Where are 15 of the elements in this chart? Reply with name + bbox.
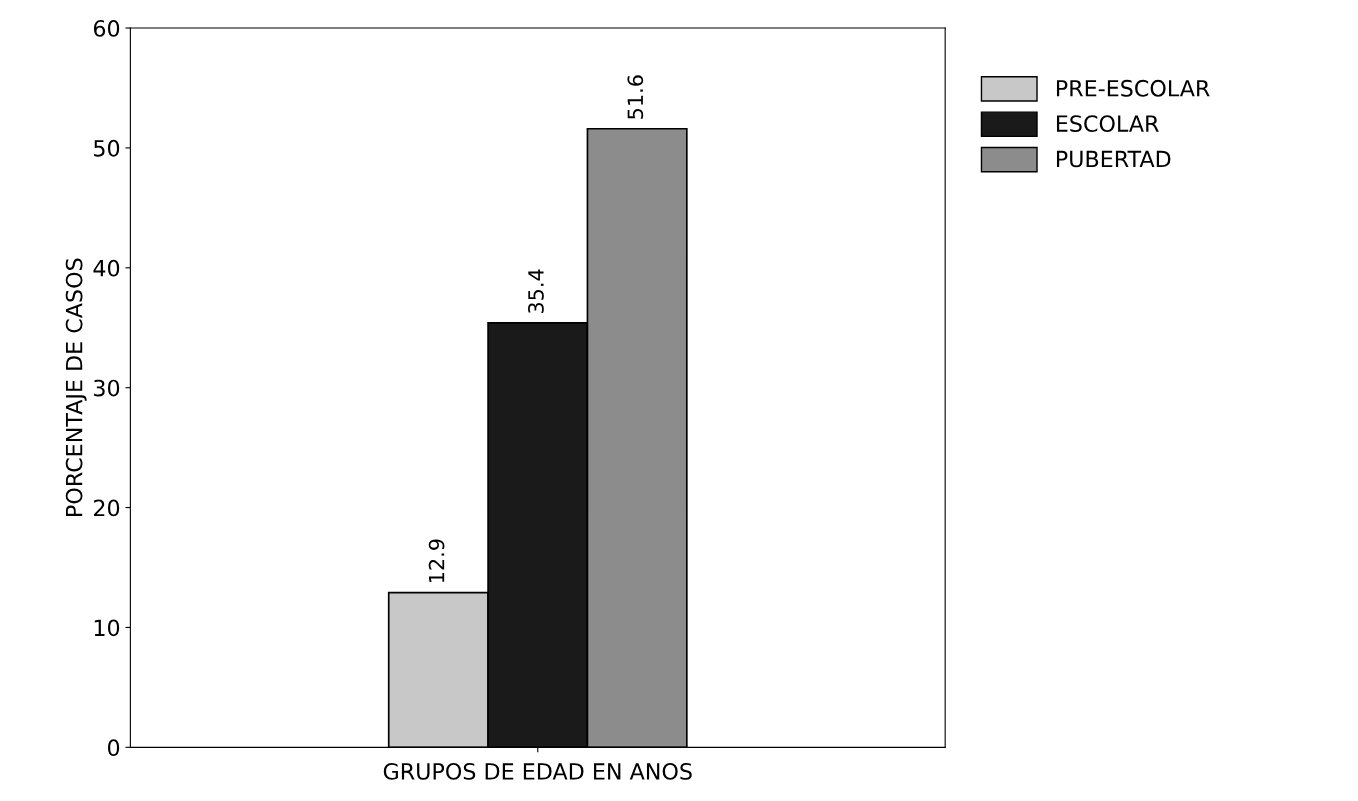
legend-label: ESCOLAR: [1056, 115, 1159, 133]
legend-label: PRE-ESCOLAR: [1056, 79, 1210, 97]
x-axis-title: GRUPOS DE EDAD EN ANOS: [383, 763, 692, 780]
data-label: 12.9: [428, 539, 445, 583]
legend-label: PUBERTAD: [1056, 150, 1171, 168]
data-label: 35.4: [528, 269, 544, 314]
y-tick-label: 10: [94, 619, 120, 637]
y-tick-label: 50: [94, 139, 120, 157]
y-axis-title: PORCENTAJE DE CASOS: [65, 258, 87, 516]
y-tick-label: 30: [94, 379, 120, 397]
y-tick-label: 40: [93, 259, 120, 277]
data-label: 51.6: [627, 75, 644, 119]
y-tick-label: 0: [107, 739, 120, 757]
y-tick-label: 60: [93, 19, 120, 37]
y-tick-label: 20: [94, 499, 120, 517]
